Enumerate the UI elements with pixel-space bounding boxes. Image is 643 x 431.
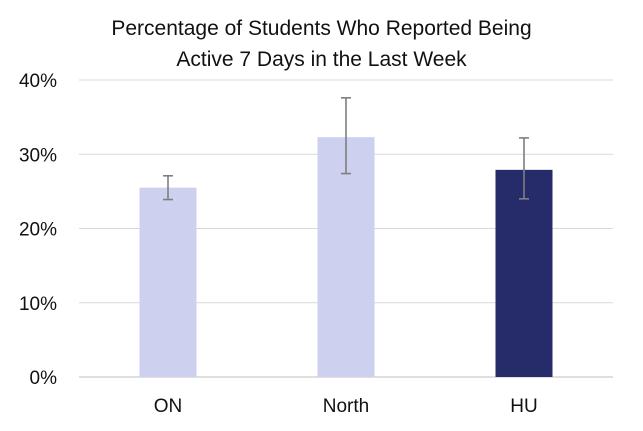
bar-on	[139, 187, 197, 377]
y-tick-label: 30%	[19, 145, 57, 166]
bar-hu	[495, 169, 553, 377]
x-tick-label: ON	[154, 396, 183, 417]
chart-title-line-2: Active 7 Days in the Last Week	[176, 48, 467, 71]
chart-title-line-1: Percentage of Students Who Reported Bein…	[111, 17, 532, 40]
y-tick-label: 20%	[19, 220, 57, 241]
y-tick-label: 0%	[30, 368, 58, 389]
y-tick-label: 40%	[19, 71, 57, 92]
x-tick-label: North	[323, 396, 369, 417]
bar-north	[317, 137, 375, 377]
y-tick-label: 10%	[19, 294, 57, 315]
x-tick-label: HU	[510, 396, 537, 417]
